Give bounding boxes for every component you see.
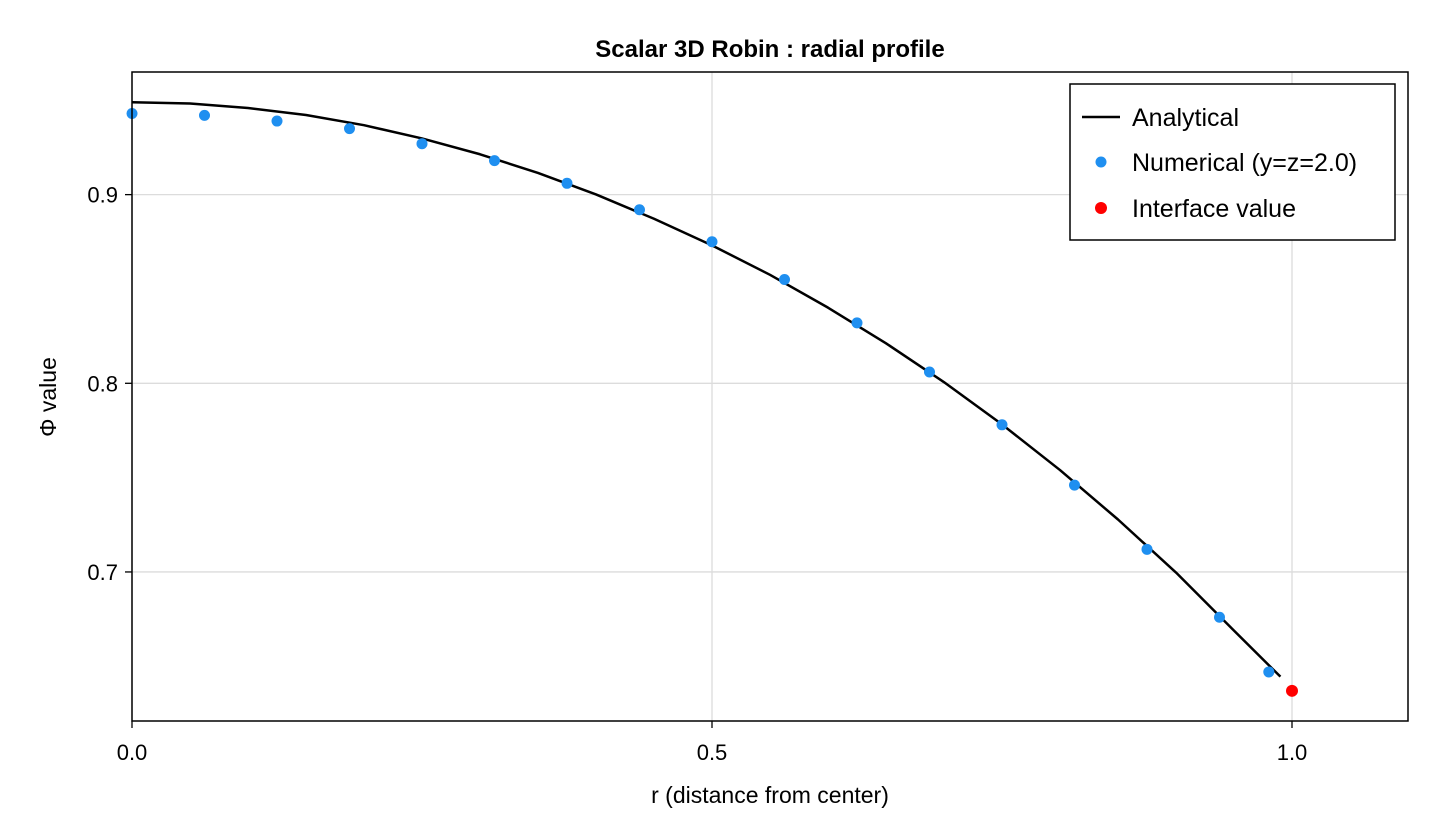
numerical-point (199, 109, 210, 121)
numerical-point (1214, 611, 1225, 623)
legend-label-analytical: Analytical (1132, 104, 1239, 132)
plot-frame (131, 71, 1409, 722)
chart-title: Scalar 3D Robin : radial profile (595, 36, 944, 63)
legend: Analytical Numerical (y=z=2.0) Interface… (1069, 83, 1396, 241)
legend-label-numerical: Numerical (y=z=2.0) (1132, 149, 1357, 177)
x-axis-label: r (distance from center) (651, 782, 889, 808)
y-axis-label: Φ value (35, 357, 61, 437)
y-tick-label: 0.9 (87, 183, 118, 208)
numerical-point (851, 317, 863, 329)
y-tick-label: 0.7 (87, 560, 118, 585)
numerical-point (924, 366, 935, 378)
interface-point (1286, 684, 1298, 697)
numerical-point (1263, 666, 1275, 678)
numerical-point (1141, 543, 1153, 555)
y-axis-ticks: 0.7 0.8 0.9 (87, 183, 132, 585)
numerical-point (416, 138, 428, 150)
numerical-point (996, 419, 1008, 431)
numerical-point (634, 204, 645, 216)
numerical-point (489, 155, 500, 167)
numerical-point (561, 177, 573, 189)
numerical-point (706, 236, 718, 248)
x-tick-label: 1.0 (1277, 740, 1308, 765)
legend-box (1069, 83, 1396, 241)
x-tick-label: 0.0 (117, 740, 148, 765)
legend-swatch-interface (1095, 202, 1107, 214)
numerical-point (271, 115, 283, 127)
numerical-point (344, 123, 355, 135)
numerical-point (1069, 479, 1080, 491)
x-tick-label: 0.5 (697, 740, 728, 765)
y-tick-label: 0.8 (87, 371, 118, 396)
x-axis-ticks: 0.0 0.5 1.0 (117, 721, 1308, 765)
legend-label-interface: Interface value (1132, 195, 1296, 223)
series-layer (126, 100, 1298, 697)
numerical-point (779, 274, 790, 286)
legend-swatch-numerical (1095, 156, 1107, 168)
